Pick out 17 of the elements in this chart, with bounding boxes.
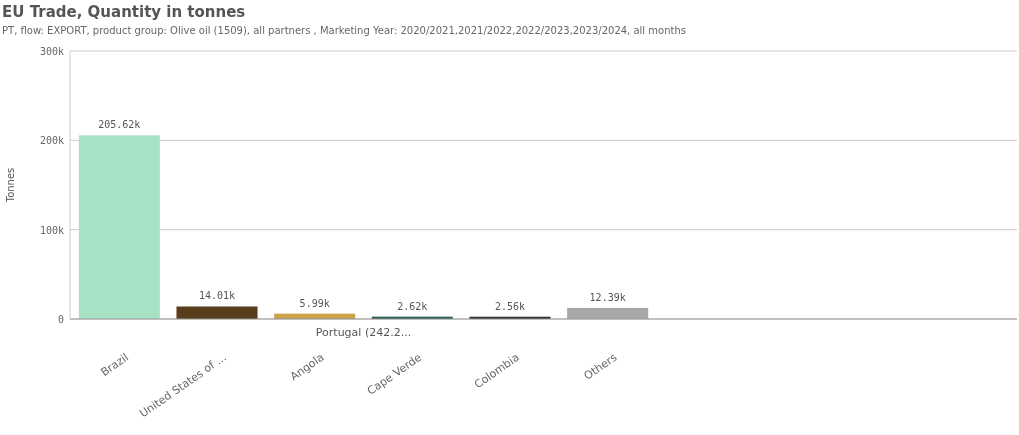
data-label: 2.62k — [397, 300, 428, 312]
y-tick-label: 300k — [39, 46, 64, 57]
y-tick-label: 200k — [39, 135, 64, 147]
chart-title: EU Trade, Quantity in tonnes — [2, 3, 246, 21]
y-tick-label: 100k — [39, 224, 64, 236]
chart-subtitle: PT, flow: EXPORT, product group: Olive oil (1509), all partners , Marketing Year: 2020/2021,2021/2022,2022/2023,2023/2024, all months — [2, 25, 686, 36]
bar — [78, 135, 160, 319]
y-axis-title: Tonnes — [5, 167, 16, 204]
y-tick-label: 0 — [57, 314, 64, 325]
data-label: 12.39k — [589, 291, 626, 303]
data-label: 5.99k — [299, 297, 330, 309]
data-label: 14.01k — [198, 290, 236, 302]
text: Portugal (242.2... — [315, 326, 412, 339]
data-label: 2.56k — [494, 300, 526, 312]
bar — [176, 306, 258, 319]
data-label: 205.62k — [98, 119, 141, 131]
bar — [567, 307, 649, 319]
